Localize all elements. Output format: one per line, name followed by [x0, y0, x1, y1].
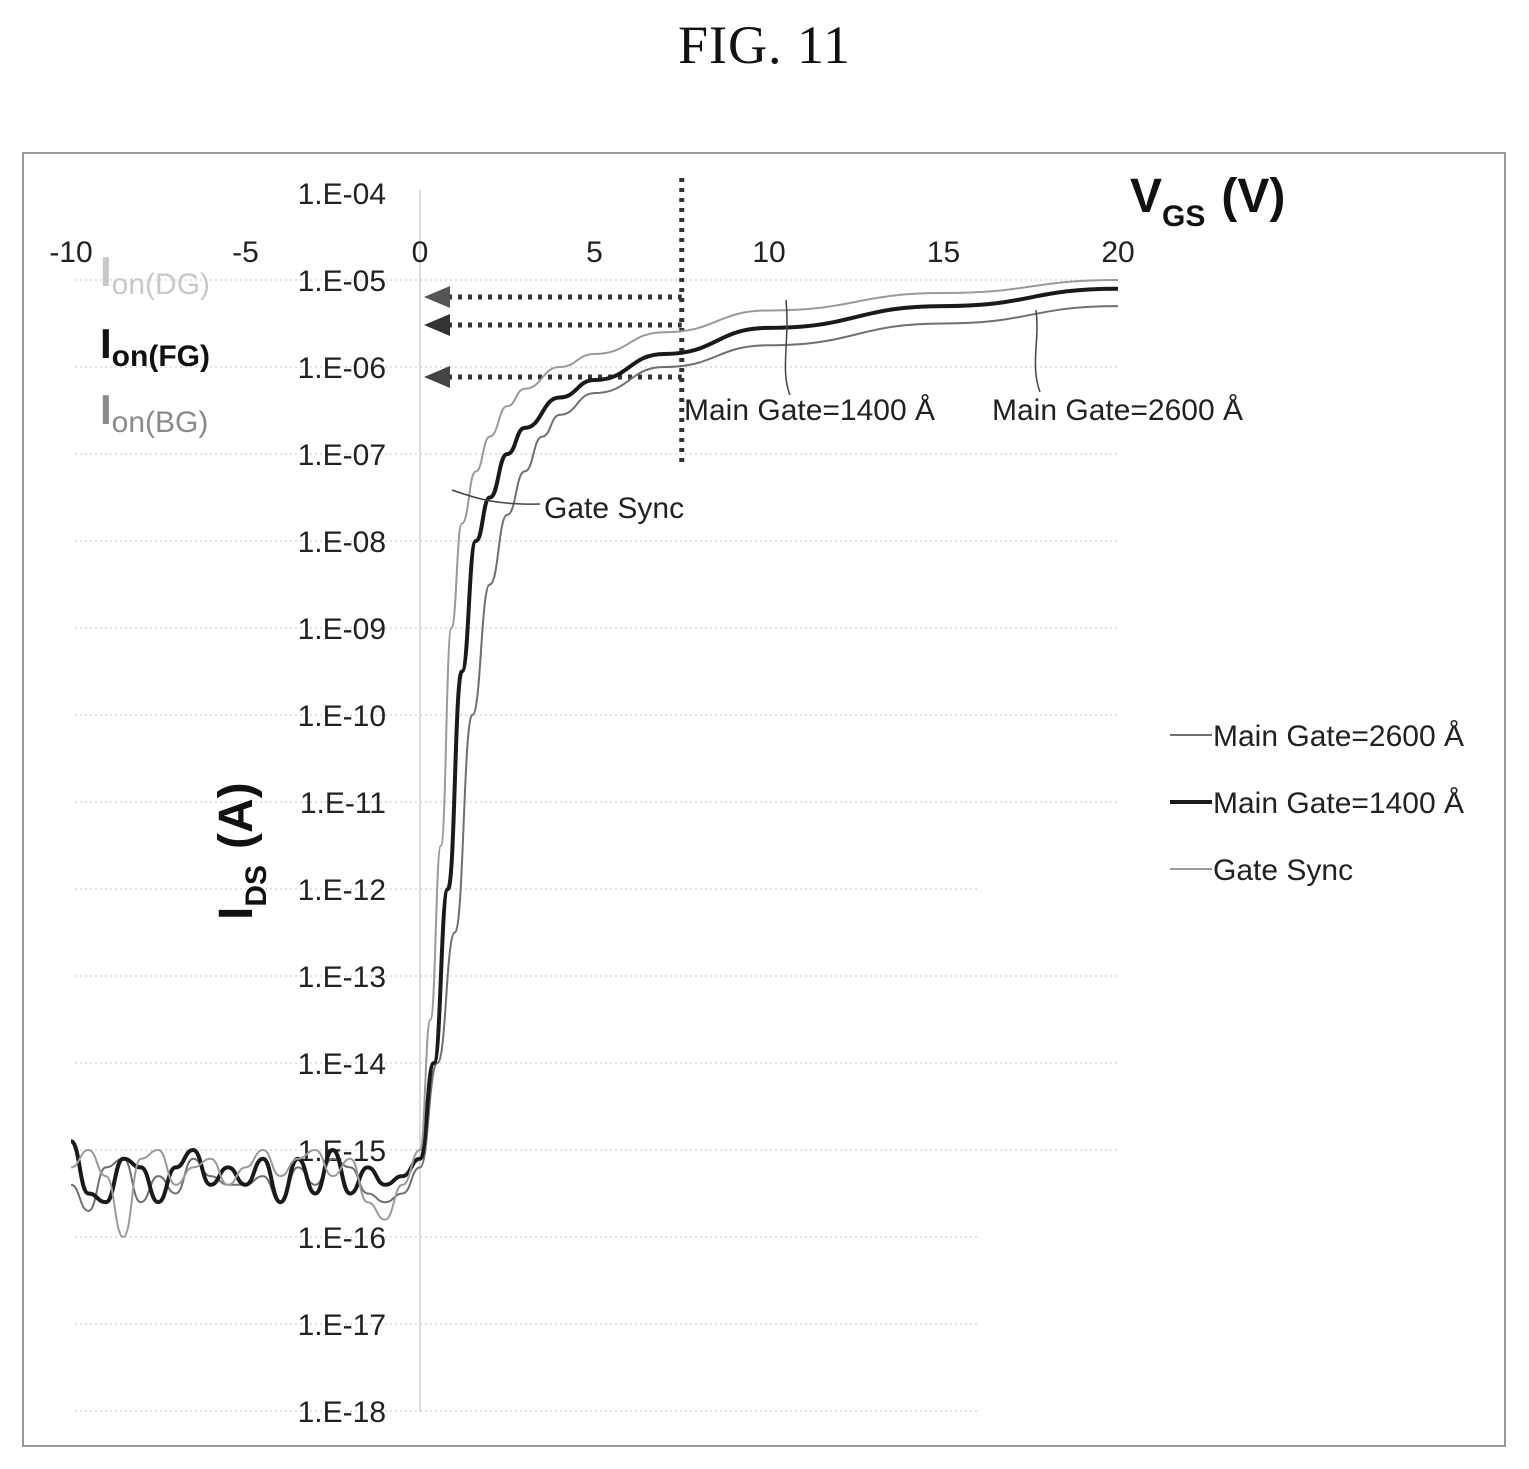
mg1400-leader — [784, 299, 791, 396]
ion-dg-main: I — [100, 248, 112, 295]
reference-lines — [424, 178, 685, 468]
ion-bg-sub: on(BG) — [112, 406, 209, 439]
x-tick-label: 0 — [412, 236, 429, 269]
legend-label-gate-sync: Gate Sync — [1213, 854, 1353, 887]
y-tick-label: 1.E-14 — [298, 1048, 386, 1081]
series-group — [69, 279, 1119, 1239]
x-axis-title-unit: (V) — [1221, 170, 1285, 223]
x-axis-title: VGS (V) — [1130, 170, 1285, 233]
x-tick-labels: -10 -5 0 5 10 15 20 — [49, 236, 1134, 269]
y-tick-label: 1.E-05 — [298, 265, 386, 298]
y-tick-label: 1.E-18 — [298, 1396, 386, 1429]
y-tick-label: 1.E-07 — [298, 439, 386, 472]
x-axis-title-main: V — [1130, 170, 1162, 223]
gate-sync-leader — [451, 489, 541, 505]
y-tick-label: 1.E-04 — [298, 178, 386, 211]
ion-arrowhead — [424, 286, 450, 308]
x-tick-label: 15 — [927, 236, 960, 269]
x-tick-label: 5 — [586, 236, 603, 269]
x-tick-label: 20 — [1101, 236, 1134, 269]
mg1400-annotation: Main Gate=1400 Å — [684, 394, 935, 427]
ion-bg-label: Ion(BG) — [100, 386, 208, 439]
y-tick-label: 1.E-16 — [298, 1222, 386, 1255]
x-tick-label: -5 — [232, 236, 259, 269]
y-tick-label: 1.E-06 — [298, 352, 386, 385]
gate-sync-annotation: Gate Sync — [544, 492, 684, 525]
y-tick-label: 1.E-11 — [300, 787, 386, 820]
mg2600-annotation: Main Gate=2600 Å — [992, 394, 1243, 427]
x-tick-label: -10 — [49, 236, 92, 269]
ion-arrowhead — [424, 366, 450, 388]
ion-fg-label: Ion(FG) — [100, 320, 210, 373]
series-gate-sync-line — [70, 279, 1119, 1239]
figure-title: FIG. 11 — [677, 15, 851, 75]
y-axis-title: IDS (A) — [210, 782, 273, 920]
y-tick-label: 1.E-09 — [298, 613, 386, 646]
legend-label-mg1400: Main Gate=1400 Å — [1213, 787, 1464, 820]
legend: Main Gate=2600 Å Main Gate=1400 Å Gate S… — [1170, 720, 1464, 887]
series-mg2600-line — [70, 305, 1119, 1212]
ion-bg-main: I — [100, 386, 112, 433]
x-tick-label: 10 — [752, 236, 785, 269]
y-tick-label: 1.E-12 — [298, 874, 386, 907]
mg2600-leader — [1034, 309, 1041, 393]
ion-dg-sub: on(DG) — [112, 268, 210, 301]
series-mg1400-line — [69, 286, 1119, 1205]
chart-frame — [22, 152, 1506, 1447]
y-tick-labels: 1.E-04 1.E-05 1.E-06 1.E-07 1.E-08 1.E-09 1.E-… — [298, 178, 386, 1429]
ion-fg-main: I — [100, 320, 112, 367]
ion-fg-sub: on(FG) — [112, 340, 210, 373]
y-tick-label: 1.E-10 — [298, 700, 386, 733]
y-tick-label: 1.E-13 — [298, 961, 386, 994]
ion-arrowhead — [424, 314, 450, 336]
ion-dg-label: Ion(DG) — [100, 248, 210, 301]
y-axis-title-main: I — [210, 907, 263, 920]
legend-label-mg2600: Main Gate=2600 Å — [1213, 720, 1464, 753]
y-tick-label: 1.E-08 — [298, 526, 386, 559]
gridlines — [75, 279, 1118, 1412]
y-axis-title-unit: (A) — [210, 782, 263, 849]
y-axis-title-sub: DS — [240, 865, 273, 907]
x-axis-title-sub: GS — [1162, 200, 1205, 233]
y-tick-label: 1.E-17 — [298, 1309, 386, 1342]
